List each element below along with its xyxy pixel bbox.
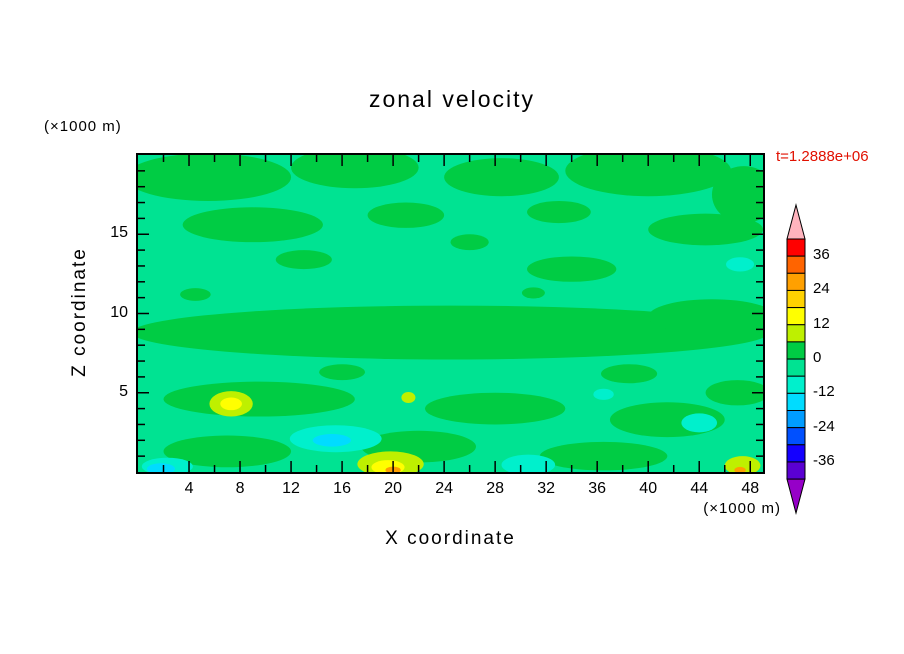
x-tick-label: 8 xyxy=(235,480,245,497)
colorbar-level-label: -24 xyxy=(813,417,835,435)
x-tick-label: 40 xyxy=(639,480,658,497)
colorbar-level-label: 12 xyxy=(813,314,830,332)
x-axis-title: X coordinate xyxy=(385,528,516,549)
colorbar-level-label: -36 xyxy=(813,451,835,469)
x-tick-label: 48 xyxy=(741,480,760,497)
x-tick-label: 20 xyxy=(384,480,402,497)
x-tick-label: 24 xyxy=(435,480,453,497)
colorbar-level-label: 24 xyxy=(813,280,830,298)
colorbar-level-label: 36 xyxy=(813,246,830,264)
y-tick-label: 10 xyxy=(110,303,128,321)
contour-field xyxy=(138,155,763,472)
x-tick-label: 32 xyxy=(537,480,556,497)
colorbar-level-label: -12 xyxy=(813,383,835,401)
x-tick-label: 44 xyxy=(690,480,709,497)
x-tick-label: 28 xyxy=(486,480,505,497)
x-tick-label: 12 xyxy=(282,480,300,497)
chart-title: zonal velocity xyxy=(368,86,536,112)
y-tick-label: 15 xyxy=(110,224,128,242)
x-tick-label: 36 xyxy=(588,480,607,497)
y-tick-label: 5 xyxy=(119,382,128,400)
colorbar-level-label: 0 xyxy=(813,349,822,367)
x-tick-label: 16 xyxy=(333,480,351,497)
colorbar xyxy=(786,203,806,516)
plot-area xyxy=(136,153,765,474)
x-axis-units: (×1000 m) xyxy=(703,500,781,517)
x-tick-label: 4 xyxy=(184,480,194,497)
time-annotation: t=1.2888e+06 xyxy=(776,148,869,165)
y-axis-units: (×1000 m) xyxy=(44,118,122,135)
